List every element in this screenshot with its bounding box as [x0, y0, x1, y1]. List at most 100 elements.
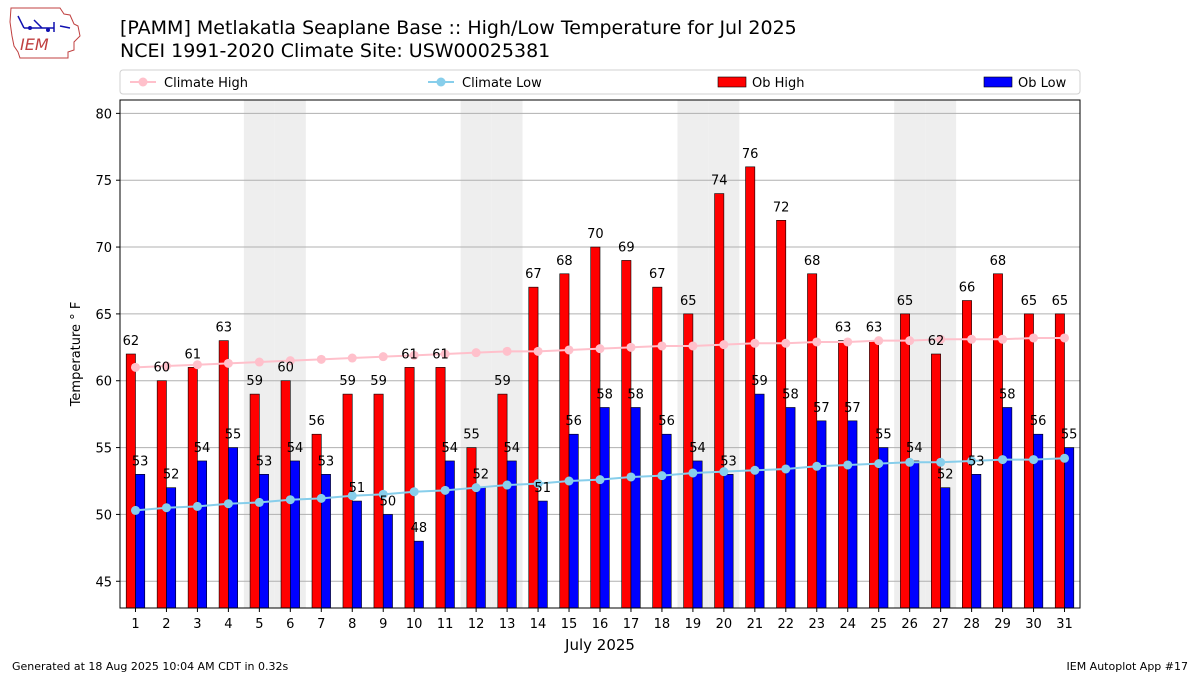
ob-low-label: 59 [751, 374, 768, 389]
ob-low-label: 56 [565, 414, 582, 429]
climate-high-point [533, 346, 543, 356]
ob-low-label: 53 [720, 454, 737, 469]
ob-low-label: 57 [813, 401, 830, 416]
climate-low-point [905, 457, 915, 467]
climate-high-point [1029, 333, 1039, 343]
legend-label: Climate High [164, 76, 248, 91]
climate-high-point [905, 336, 915, 346]
ob-high-bar [776, 220, 787, 609]
y-tick-label: 75 [95, 174, 112, 189]
ob-high-label: 56 [308, 414, 325, 429]
climate-high-point [285, 356, 295, 366]
climate-low-point [1029, 455, 1039, 465]
climate-low-point [626, 472, 636, 482]
ob-high-bar [125, 353, 136, 609]
ob-high-bar [652, 286, 663, 609]
x-tick-label: 21 [747, 617, 764, 632]
x-tick-label: 22 [778, 617, 795, 632]
legend-label: Climate Low [462, 76, 542, 91]
climate-high-point [595, 344, 605, 354]
climate-low-point [533, 479, 543, 489]
ob-low-label: 55 [875, 428, 892, 443]
ob-low-bar [599, 407, 610, 609]
ob-low-bar [847, 420, 858, 609]
x-tick-label: 14 [530, 617, 547, 632]
climate-low-point [688, 468, 698, 478]
ob-low-label: 51 [534, 481, 551, 496]
legend: Climate High Climate Low Ob High Ob Low [119, 69, 1081, 95]
ob-high-label: 60 [154, 361, 171, 376]
ob-low-label: 58 [782, 387, 799, 402]
ob-low-bar [785, 407, 796, 609]
x-tick-label: 13 [499, 617, 516, 632]
x-tick-label: 11 [437, 617, 454, 632]
iem-logo: IEM [9, 7, 81, 59]
climate-high-point [812, 337, 822, 347]
climate-high-point [781, 338, 791, 348]
y-tick-label: 60 [95, 375, 112, 390]
x-tick-label: 15 [561, 617, 578, 632]
ob-high-bar [992, 273, 1003, 609]
ob-high-label: 62 [123, 334, 140, 349]
climate-low-point [719, 467, 729, 477]
climate-low-point [378, 489, 388, 499]
x-tick-label: 9 [379, 617, 387, 632]
x-axis: 1 2 3 4 5 6 7 8 9 10 11 12 13 14 15 16 17 18 19 20 21 22 23 24 2… [131, 608, 1073, 632]
ob-high-bar [280, 380, 291, 609]
ob-high-bar [342, 393, 353, 609]
ob-low-bar [630, 407, 641, 609]
ob-low-label: 50 [380, 494, 397, 509]
ob-low-bar [444, 460, 455, 609]
ob-low-bar [382, 514, 393, 609]
ob-low-bar [754, 393, 765, 609]
ob-high-label: 61 [401, 347, 418, 362]
ob-low-bar [290, 460, 300, 609]
climate-high-point [874, 336, 884, 346]
x-axis-label: July 2025 [564, 636, 635, 654]
ob-low-bar [940, 487, 951, 609]
climate-low-point [192, 501, 202, 511]
climate-low-point [316, 493, 326, 503]
generated-timestamp: Generated at 18 Aug 2025 10:04 AM CDT in… [12, 660, 289, 673]
climate-high-point [502, 346, 512, 356]
y-axis: 45 50 55 60 65 70 75 80 [95, 107, 120, 590]
climate-high-point [998, 334, 1008, 344]
ob-low-label: 54 [503, 441, 520, 456]
climate-high-point [936, 334, 946, 344]
x-tick-label: 10 [406, 617, 423, 632]
x-tick-label: 2 [162, 617, 170, 632]
ob-high-label: 59 [494, 374, 511, 389]
climate-high-point [626, 342, 636, 352]
climate-low-point [223, 499, 233, 509]
ob-low-bar [568, 433, 579, 609]
climate-high-point [378, 352, 388, 362]
ob-high-label: 55 [463, 428, 480, 443]
app-label: IEM Autoplot App #17 [1066, 660, 1189, 673]
ob-high-label: 67 [649, 267, 666, 282]
x-tick-label: 7 [317, 617, 325, 632]
climate-low-point [781, 464, 791, 474]
climate-high-point [688, 341, 698, 351]
x-tick-label: 23 [809, 617, 826, 632]
climate-low-point [285, 495, 295, 505]
climate-low-point [1060, 453, 1070, 463]
ob-low-label: 54 [287, 441, 304, 456]
ob-low-bar [909, 460, 920, 609]
ob-low-label: 58 [999, 387, 1016, 402]
ob-low-label: 52 [163, 468, 180, 483]
climate-low-point [967, 456, 977, 466]
ob-low-bar [816, 420, 827, 609]
climate-high-point [471, 348, 481, 358]
ob-low-bar [723, 474, 734, 609]
x-tick-label: 26 [901, 617, 918, 632]
ob-high-bar [683, 313, 694, 609]
ob-high-bar [218, 340, 229, 609]
ob-high-label: 68 [990, 254, 1007, 269]
x-tick-label: 6 [286, 617, 294, 632]
ob-low-label: 54 [442, 441, 459, 456]
ob-high-label: 67 [525, 267, 542, 282]
ob-low-label: 53 [256, 454, 273, 469]
y-tick-label: 45 [95, 575, 112, 590]
ob-low-label: 48 [411, 521, 428, 536]
